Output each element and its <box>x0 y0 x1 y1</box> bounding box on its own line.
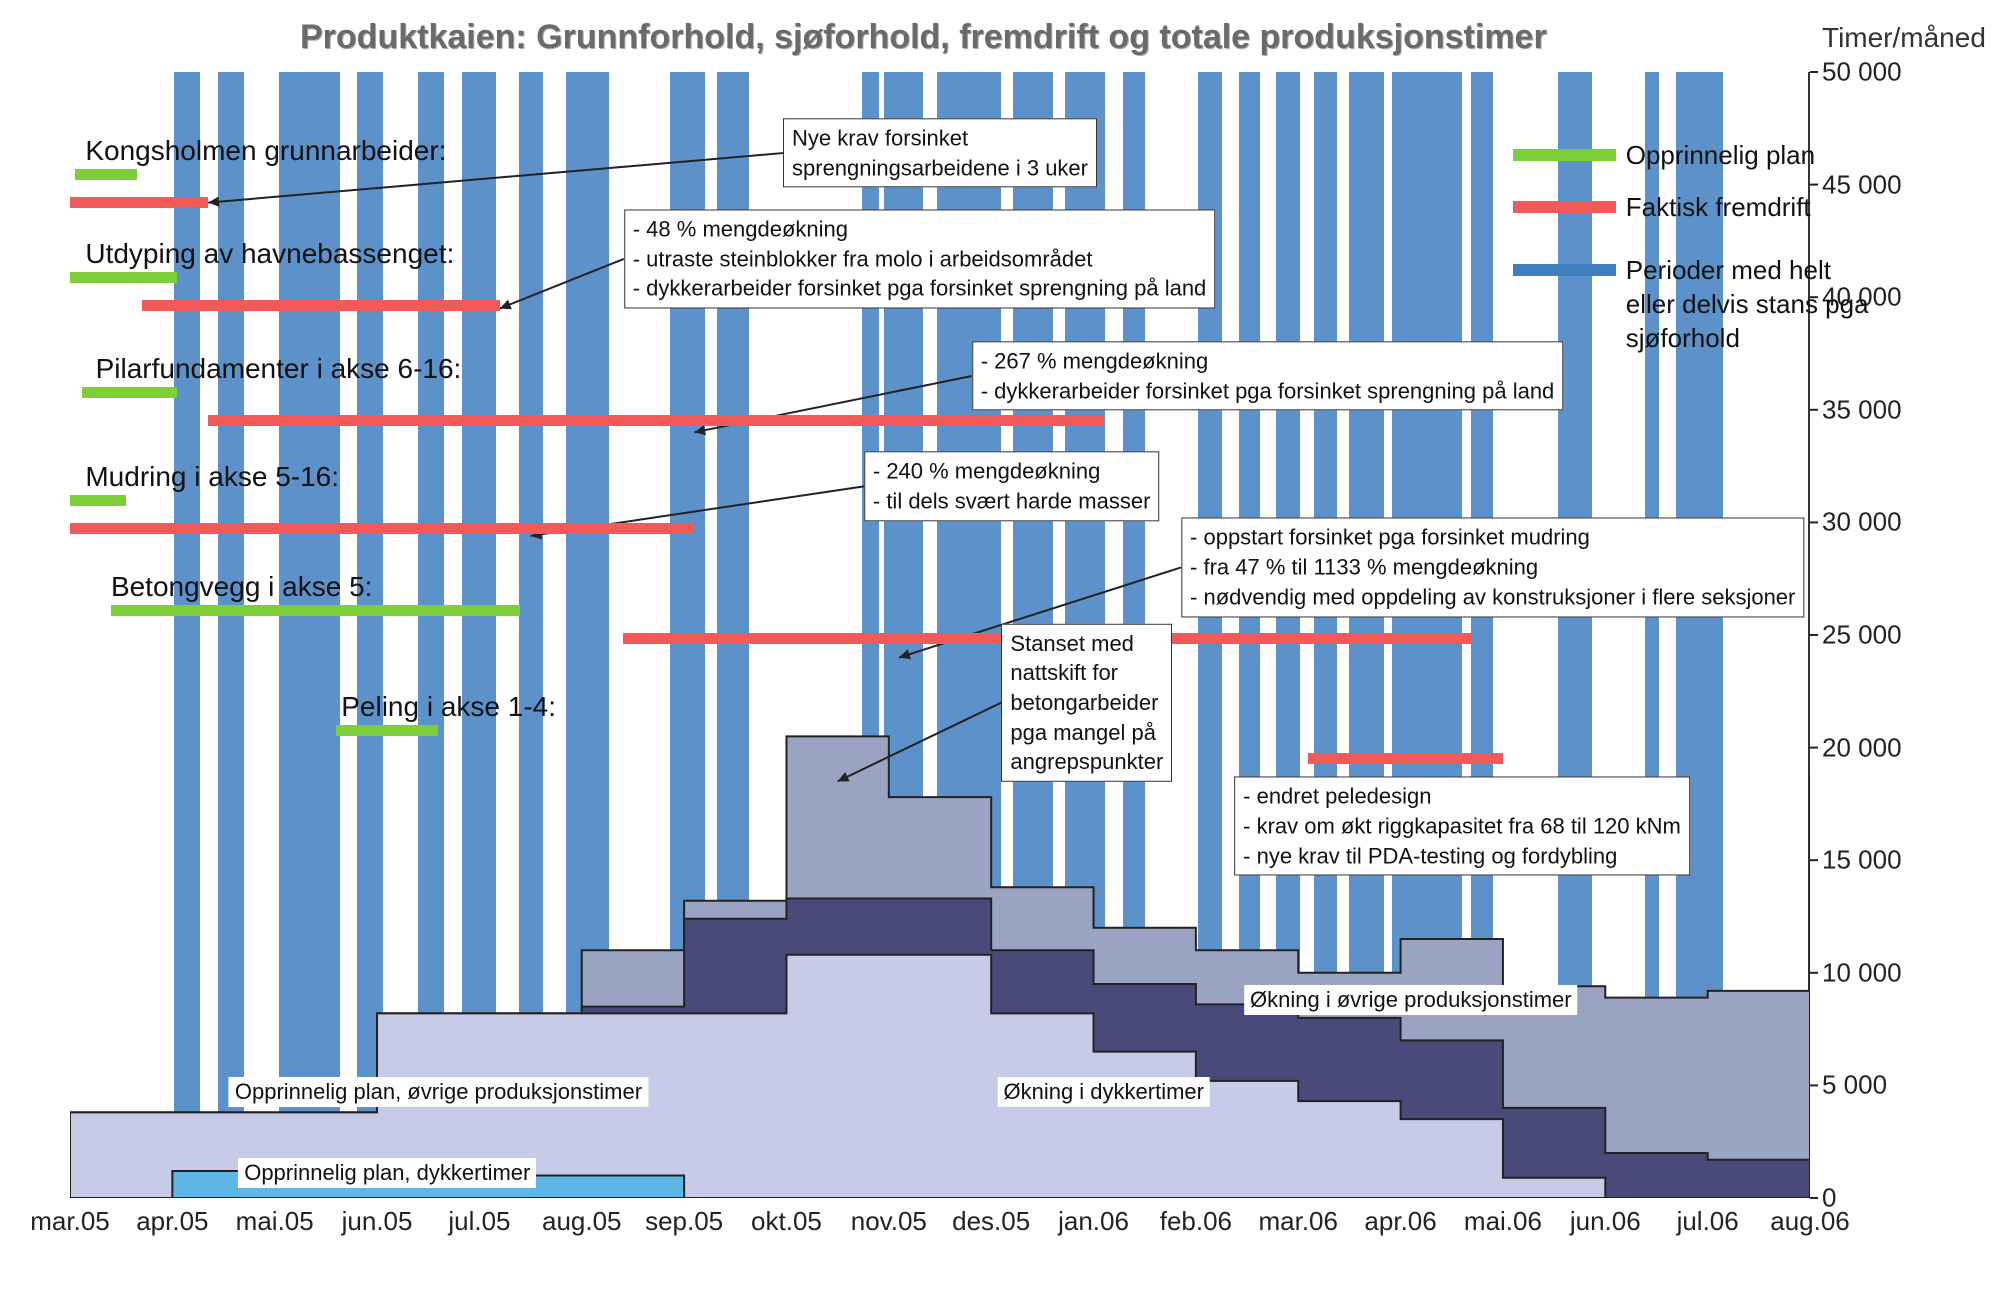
annotation-box: - 267 % mengdeøkning- dykkerarbeider for… <box>972 341 1564 410</box>
annotation-box: - endret peledesign- krav om økt riggkap… <box>1234 777 1690 876</box>
task-label: Utdyping av havnebassenget: <box>85 238 454 270</box>
area-inline-label: Økning i øvrige produksjonstimer <box>1244 985 1578 1015</box>
xtick-label: sep.05 <box>645 1206 723 1306</box>
legend-label: Perioder med helt eller delvis stans pga… <box>1626 254 1886 355</box>
actual-bar <box>142 300 500 311</box>
stop-period-bar <box>519 72 543 1198</box>
area-inline-label: Opprinnelig plan, dykkertimer <box>238 1158 536 1188</box>
actual-bar <box>70 523 694 534</box>
ytick-label: 5 000 <box>1822 1070 1962 1101</box>
stop-period-bar <box>1645 72 1659 1198</box>
stop-period-bar <box>1676 72 1723 1198</box>
task-label: Pilarfundamenter i akse 6-16: <box>96 353 462 385</box>
ytick-label: 35 000 <box>1822 394 1962 425</box>
xtick-label: okt.05 <box>751 1206 822 1306</box>
ytick-label: 30 000 <box>1822 507 1962 538</box>
task-label: Kongsholmen grunnarbeider: <box>85 135 446 167</box>
xtick-label: jun.06 <box>1570 1206 1641 1306</box>
xtick-label: jul.05 <box>448 1206 510 1306</box>
annotation-box: Stanset mednattskift forbetongarbeiderpg… <box>1001 623 1172 781</box>
area-inline-label: Opprinnelig plan, øvrige produksjonstime… <box>229 1077 648 1107</box>
xtick-label: apr.06 <box>1364 1206 1436 1306</box>
plan-bar <box>111 605 520 616</box>
plan-bar <box>70 272 177 283</box>
xtick-label: aug.06 <box>1770 1206 1850 1306</box>
task-label: Mudring i akse 5-16: <box>85 461 339 493</box>
area-inline-label: Økning i dykkertimer <box>997 1077 1210 1107</box>
legend-label: Faktisk fremdrift <box>1626 191 1811 225</box>
actual-bar <box>70 197 208 208</box>
xtick-label: jan.06 <box>1058 1206 1129 1306</box>
legend-label: Opprinnelig plan <box>1626 139 1815 173</box>
xtick-label: nov.05 <box>851 1206 927 1306</box>
legend-swatch <box>1513 149 1615 161</box>
stop-period-bar <box>566 72 610 1198</box>
annotation-box: - 48 % mengdeøkning- utraste steinblokke… <box>624 209 1216 308</box>
xtick-label: mai.06 <box>1464 1206 1542 1306</box>
xtick-label: feb.06 <box>1160 1206 1232 1306</box>
plan-bar <box>75 169 136 180</box>
ytick-label: 50 000 <box>1822 57 1962 88</box>
ytick-label: 45 000 <box>1822 169 1962 200</box>
stop-period-bar <box>462 72 497 1198</box>
xtick-label: jul.06 <box>1677 1206 1739 1306</box>
legend-swatch <box>1513 264 1615 276</box>
xtick-label: mai.05 <box>236 1206 314 1306</box>
xtick-label: aug.05 <box>542 1206 622 1306</box>
task-label: Betongvegg i akse 5: <box>111 571 373 603</box>
actual-bar <box>208 415 1104 426</box>
legend-swatch <box>1513 201 1615 213</box>
xtick-label: jun.05 <box>342 1206 413 1306</box>
stop-period-bar <box>1471 72 1494 1198</box>
ytick-label: 10 000 <box>1822 957 1962 988</box>
ytick-label: 25 000 <box>1822 620 1962 651</box>
annotation-box: - oppstart forsinket pga forsinket mudri… <box>1181 518 1804 617</box>
xtick-label: apr.05 <box>136 1206 208 1306</box>
task-label: Peling i akse 1-4: <box>341 691 556 723</box>
chart-title: Produktkaien: Grunnforhold, sjøforhold, … <box>300 18 1547 57</box>
stop-period-bar <box>1558 72 1593 1198</box>
ytick-label: 15 000 <box>1822 845 1962 876</box>
plan-bar <box>82 387 177 398</box>
plan-bar <box>70 495 126 506</box>
xtick-label: mar.06 <box>1258 1206 1338 1306</box>
yaxis-title: Timer/måned <box>1822 22 1986 54</box>
plan-bar <box>336 725 438 736</box>
annotation-box: - 240 % mengdeøkning- til dels svært har… <box>864 452 1160 521</box>
xtick-label: des.05 <box>952 1206 1030 1306</box>
annotation-box: Nye krav forsinketsprengningsarbeidene i… <box>783 118 1097 187</box>
xtick-label: mar.05 <box>30 1206 110 1306</box>
actual-bar <box>1308 753 1502 764</box>
ytick-label: 20 000 <box>1822 732 1962 763</box>
